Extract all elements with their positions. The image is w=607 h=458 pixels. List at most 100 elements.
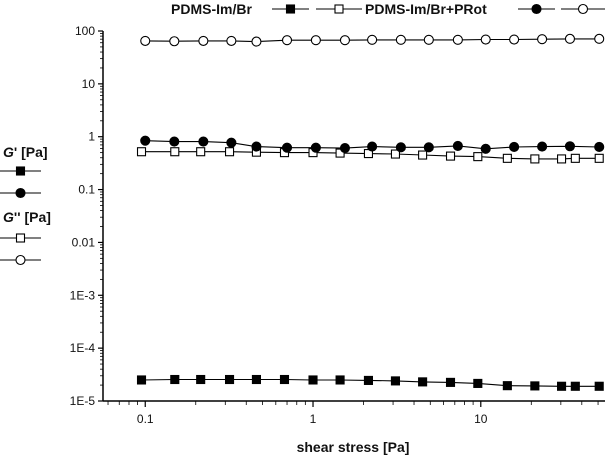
data-point — [308, 375, 318, 385]
data-point — [224, 374, 235, 385]
legend-sample-series-1 — [316, 4, 362, 14]
data-point — [198, 136, 209, 147]
data-point — [390, 149, 401, 159]
data-point — [537, 34, 548, 45]
data-point — [594, 153, 604, 163]
data-point — [445, 377, 456, 387]
data-point — [196, 374, 206, 385]
data-point — [224, 147, 235, 157]
legend-label-pdms-im-br: PDMS-Im/Br — [171, 1, 252, 17]
data-point — [140, 135, 151, 146]
data-point — [564, 33, 576, 44]
y-tick-label: 1E-4 — [70, 341, 96, 355]
left-legend-series-0 — [0, 166, 41, 176]
data-point — [473, 378, 483, 388]
data-point — [310, 142, 321, 153]
data-point — [480, 34, 491, 45]
axes: 100 10 1 0.1 0.01 1E-3 1E-4 1E-5 0.1 1 10 — [70, 24, 605, 426]
data-point — [339, 35, 350, 46]
ylabel-unit: ' [Pa] — [14, 144, 48, 160]
left-legend-series-3 — [0, 254, 41, 266]
data-point — [570, 381, 580, 391]
data-point — [281, 142, 293, 153]
left-legend-series-2 — [0, 187, 41, 199]
data-point — [480, 143, 491, 154]
y-tick-label: 1E-5 — [70, 394, 96, 408]
data-point — [530, 154, 540, 164]
legend-sample-series-2 — [518, 3, 555, 15]
legend-marker — [577, 3, 589, 15]
data-point — [251, 374, 261, 385]
data-point — [452, 140, 463, 151]
data-point — [423, 142, 434, 153]
y-label-g-prime: G' [Pa] — [3, 144, 48, 160]
x-axis-label: shear stress [Pa] — [297, 439, 410, 455]
data-point — [140, 35, 151, 46]
data-point — [226, 137, 237, 148]
data-point — [136, 375, 147, 385]
ylabel-symbol: G — [3, 209, 14, 225]
data-point — [367, 141, 378, 152]
x-tick-label: 1 — [310, 412, 317, 426]
data-point — [557, 154, 567, 164]
data-point — [418, 377, 428, 387]
data-point — [310, 35, 321, 46]
left-legend-series-1 — [0, 233, 41, 243]
data-point — [363, 375, 374, 385]
data-point — [570, 153, 580, 163]
data-point — [335, 375, 345, 385]
legend-label-pdms-im-br-prot: PDMS-Im/Br+PRot — [365, 1, 487, 17]
data-point — [502, 153, 512, 163]
series-2 — [140, 135, 605, 154]
legend-sample-series-0 — [272, 4, 309, 14]
data-point — [509, 141, 520, 153]
y-tick-label: 0.1 — [78, 183, 95, 197]
data-point — [509, 34, 520, 45]
y-tick-label: 10 — [82, 77, 96, 91]
data-point — [502, 381, 512, 391]
legend-marker — [15, 254, 26, 266]
y-tick-label: 100 — [75, 24, 95, 38]
series-3 — [140, 33, 605, 47]
data-point — [537, 141, 548, 152]
y-tick-label: 0.01 — [72, 235, 96, 249]
data-point — [251, 141, 262, 152]
legend-marker — [285, 4, 296, 14]
data-point — [390, 376, 401, 386]
y-tick-label: 1E-3 — [70, 288, 96, 302]
legend-marker — [531, 3, 542, 15]
series-1 — [136, 147, 604, 164]
data-point — [279, 374, 290, 385]
legend-marker — [15, 166, 26, 176]
legend-marker — [15, 187, 26, 199]
data-point — [136, 147, 147, 157]
data-point — [395, 34, 406, 45]
data-point — [452, 34, 463, 45]
data-point — [530, 381, 540, 391]
y-tick-label: 1 — [88, 130, 95, 144]
data-point — [170, 374, 180, 385]
ylabel-symbol: G — [3, 144, 14, 160]
x-tick-label: 0.1 — [137, 412, 154, 426]
data-point — [395, 142, 406, 153]
data-point — [557, 381, 567, 391]
data-point — [170, 147, 180, 157]
data-point — [198, 35, 209, 46]
data-point — [169, 136, 180, 147]
series-layer — [136, 33, 605, 391]
legend-marker — [15, 233, 26, 243]
data-point — [594, 33, 605, 44]
data-point — [169, 36, 180, 47]
data-point — [367, 34, 378, 45]
x-tick-label: 10 — [474, 412, 488, 426]
data-point — [196, 147, 206, 157]
data-point — [226, 35, 237, 46]
data-point — [473, 152, 483, 162]
data-point — [594, 141, 605, 153]
ylabel-unit: '' [Pa] — [14, 209, 51, 225]
series-0 — [136, 374, 604, 391]
data-point — [251, 36, 262, 47]
legend-marker — [334, 4, 344, 14]
